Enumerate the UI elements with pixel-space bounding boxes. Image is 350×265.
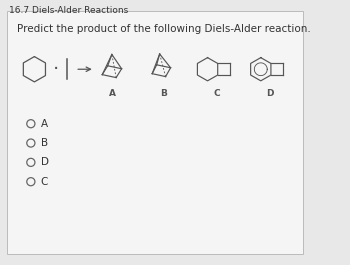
Text: ·: · [52, 60, 59, 79]
Text: A: A [109, 89, 116, 98]
Text: B: B [41, 138, 48, 148]
Text: D: D [41, 157, 49, 167]
Text: A: A [41, 119, 48, 129]
Text: D: D [267, 89, 274, 98]
Text: C: C [214, 89, 220, 98]
Text: C: C [41, 177, 48, 187]
Text: B: B [160, 89, 167, 98]
FancyBboxPatch shape [7, 11, 303, 254]
Text: Predict the product of the following Diels-Alder reaction.: Predict the product of the following Die… [17, 24, 310, 34]
Text: 16.7 Diels-Alder Reactions: 16.7 Diels-Alder Reactions [8, 6, 128, 15]
